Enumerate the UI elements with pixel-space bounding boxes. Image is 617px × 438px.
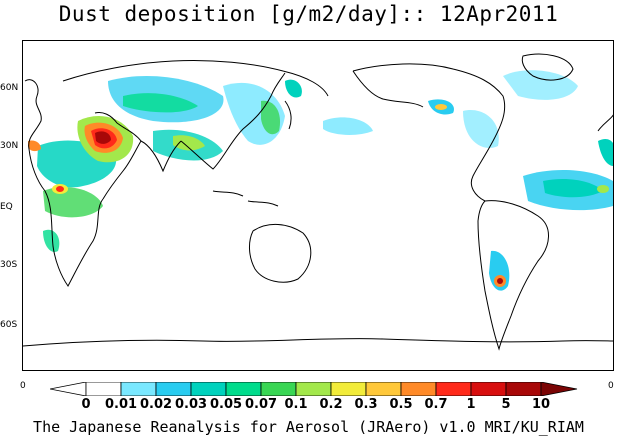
colorbar-tick-label: 0.01 [104,397,138,412]
dust-deposition-map [22,40,614,371]
lat-label-30s: 30S [0,260,18,270]
colorbar-left-edge-label: 0 [20,381,26,391]
colorbar-tick-label: 0.03 [174,397,208,412]
colorbar-swatch [435,382,472,396]
colorbar-swatch [225,382,262,396]
colorbar-swatch [505,382,542,396]
colorbar-tick-label: 0.7 [424,397,448,412]
colorbar-swatch [365,382,402,396]
colorbar-right-edge-label: 0 [608,381,614,391]
colorbar-swatch [330,382,367,396]
dust-field [28,70,613,291]
colorbar-swatch [400,382,437,396]
colorbar-swatch [260,382,297,396]
colorbar-tick-label: 0.07 [244,397,278,412]
colorbar-tick-label: 10 [531,397,551,412]
colorbar-tick-label: 5 [501,397,511,412]
colorbar-swatch [470,382,507,396]
colorbar-swatch [120,382,157,396]
colorbar-swatch [295,382,332,396]
colorbar-right-arrow [540,382,578,396]
colorbar-tick-label: 0.02 [139,397,173,412]
colorbar [50,382,578,396]
lat-label-60n: 60N [0,83,19,93]
map-title: Dust deposition [g/m2/day]:: 12Apr2011 [58,2,559,26]
colorbar-tick-label: 0 [81,397,91,412]
coastlines [23,53,613,351]
colorbar-tick-label: 0.5 [389,397,413,412]
colorbar-tick-label: 0.1 [284,397,308,412]
lat-label-30n: 30N [0,141,19,151]
colorbar-tick-label: 0.2 [319,397,343,412]
colorbar-swatch [85,382,122,396]
map-canvas [23,53,613,351]
colorbar-tick-label: 0.05 [209,397,243,412]
lat-label-60s: 60S [0,320,18,330]
colorbar-swatch [190,382,227,396]
colorbar-left-arrow [50,382,87,396]
lat-label-eq: EQ [0,202,13,212]
colorbar-tick-label: 0.3 [354,397,378,412]
colorbar-swatch [155,382,192,396]
colorbar-tick-label: 1 [466,397,476,412]
credit-line: The Japanese Reanalysis for Aerosol (JRA… [33,418,584,436]
